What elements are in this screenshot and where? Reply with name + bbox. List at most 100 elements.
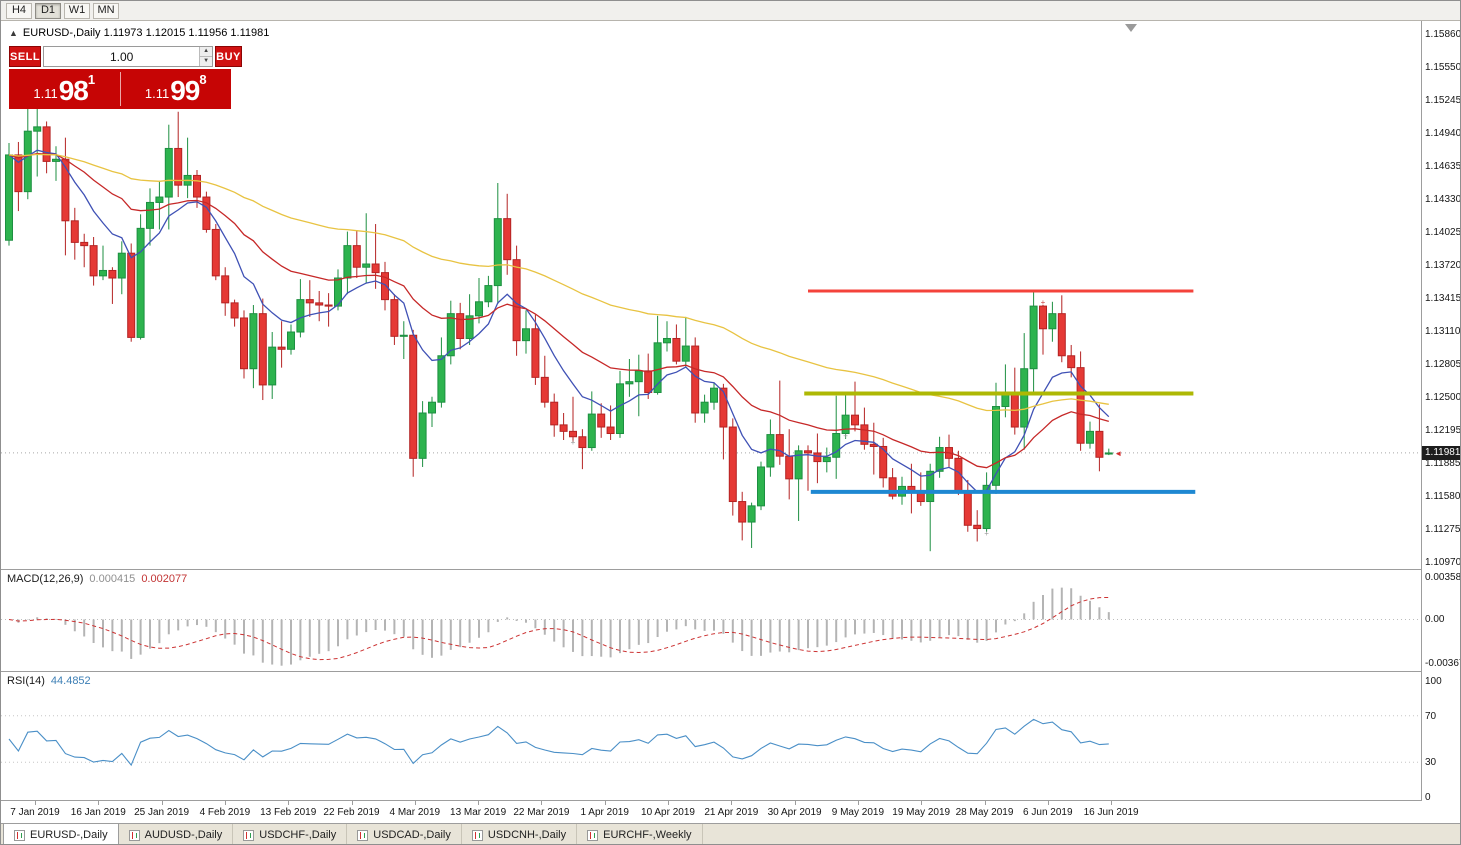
timeframe-button-d1[interactable]: D1	[35, 2, 61, 19]
chart-tab-usdchf-daily[interactable]: USDCHF-,Daily	[233, 824, 348, 844]
chart-tab-label: AUDUSD-,Daily	[144, 829, 223, 841]
rsi-pane[interactable]: RSI(14) 44.4852	[1, 672, 1422, 800]
candles-group	[5, 103, 1113, 552]
sell-price-prefix: 1.11	[33, 86, 58, 101]
date-tick-mark	[161, 801, 163, 805]
date-tick-label: 10 Apr 2019	[641, 807, 695, 818]
buy-price-display[interactable]: 1.11 99 8	[121, 69, 232, 109]
collapse-panel-arrow[interactable]: ▲	[9, 28, 18, 38]
chart-tab-eurusd-daily[interactable]: EURUSD-,Daily	[3, 823, 119, 844]
rsi-line	[8, 718, 1109, 767]
price-tick-label: 1.14025	[1425, 227, 1461, 238]
price-tick-label: 1.15550	[1425, 62, 1461, 73]
sell-button[interactable]: SELL	[9, 46, 42, 67]
buy-button[interactable]: BUY	[215, 46, 242, 67]
chart-tab-icon	[14, 829, 25, 841]
price-tick-label: 1.13720	[1425, 260, 1461, 271]
chart-tab-label: USDCHF-,Daily	[259, 829, 337, 841]
rsi-label: RSI(14) 44.4852	[7, 675, 91, 687]
date-tick-label: 19 May 2019	[892, 807, 951, 818]
chart-tab-label: EURCHF-,Weekly	[603, 829, 692, 841]
price-tick-label: 1.12805	[1425, 359, 1461, 370]
timeframe-button-mn[interactable]: MN	[93, 2, 119, 19]
price-tick-label: 1.14635	[1425, 161, 1461, 172]
price-tick-label: 1.15245	[1425, 95, 1461, 106]
date-tick-label: 21 Apr 2019	[704, 807, 759, 818]
chart-marker: +	[984, 529, 989, 538]
date-tick-mark	[1047, 801, 1049, 805]
chart-tab-usdcnh-daily[interactable]: USDCNH-,Daily	[462, 824, 578, 844]
pane-separator[interactable]	[1, 800, 1460, 801]
date-tick-mark	[794, 801, 796, 805]
rsi-tick-label: 0	[1425, 792, 1431, 803]
chart-tab-icon	[587, 829, 599, 841]
date-tick-mark	[984, 801, 986, 805]
volume-spinner: ▲ ▼	[199, 47, 213, 66]
buy-price-pipette: 8	[199, 72, 207, 87]
pane-separator[interactable]	[1, 569, 1460, 570]
chart-tab-audusd-daily[interactable]: AUDUSD-,Daily	[119, 824, 234, 844]
date-tick-label: 16 Jan 2019	[70, 807, 126, 818]
date-tick-label: 1 Apr 2019	[580, 807, 629, 818]
chart-marker: +	[843, 432, 848, 441]
macd-chart[interactable]	[1, 570, 1421, 671]
date-tick-mark	[478, 801, 480, 805]
date-tick-label: 22 Feb 2019	[323, 807, 380, 818]
macd-main-value: 0.000415	[89, 573, 136, 585]
current-price-badge: 1.11981	[1422, 445, 1460, 460]
date-tick-label: 6 Jun 2019	[1023, 807, 1073, 818]
main-chart-pane[interactable]: + + + + ◄	[1, 21, 1422, 569]
ma-fast-blue-line	[8, 149, 1110, 493]
price-tick-label: 1.13110	[1425, 326, 1461, 337]
date-tick-mark	[35, 801, 36, 805]
chart-tab-icon	[357, 829, 369, 841]
date-tick-mark	[98, 801, 100, 805]
date-tick-mark	[731, 801, 733, 805]
date-tick-label: 22 Mar 2019	[513, 807, 570, 818]
timeframe-buttons-group: H4 D1 W1 MN	[6, 2, 119, 19]
sell-price-big-digits: 98	[58, 75, 89, 106]
sell-price-display[interactable]: 1.11 98 1	[9, 69, 120, 109]
date-tick-mark	[351, 801, 353, 805]
date-axis[interactable]: 7 Jan 2019 16 Jan 2019 25 Jan 2019 4 Feb 20…	[1, 801, 1422, 823]
rsi-chart[interactable]	[1, 672, 1421, 800]
price-tick-label: 1.12195	[1425, 425, 1461, 436]
date-tick-label: 13 Mar 2019	[450, 807, 507, 818]
chart-shift-marker[interactable]	[1125, 24, 1137, 32]
chart-tab-eurchf-weekly[interactable]: EURCHF-,Weekly	[577, 824, 703, 844]
pane-separator[interactable]	[1, 671, 1460, 672]
buy-price-big-digits: 99	[170, 75, 200, 106]
rsi-tick-label: 30	[1425, 757, 1437, 769]
chart-tab-usdcad-daily[interactable]: USDCAD-,Daily	[347, 824, 462, 844]
price-divider	[119, 72, 121, 106]
price-axis[interactable]: 1.15860 1.15550 1.15245 1.14940 1.14635 1.143…	[1422, 21, 1461, 803]
chart-tab-bar: EURUSD-,Daily AUDUSD-,Daily USDCHF-,Daily U…	[1, 823, 1460, 844]
rsi-tick-label: 100	[1425, 676, 1442, 687]
timeframe-toolbar: H4 D1 W1 MN	[1, 1, 1460, 21]
price-tick-label: 1.11275	[1425, 524, 1461, 535]
volume-decrease-button[interactable]: ▼	[200, 57, 213, 66]
candlestick-chart[interactable]: + + + + ◄	[1, 21, 1421, 569]
date-tick-mark	[857, 801, 859, 805]
price-tick-label: 1.14940	[1425, 128, 1461, 139]
macd-pane[interactable]: MACD(12,26,9) 0.000415 0.002077	[1, 570, 1422, 671]
price-tick-label: 1.10970	[1425, 557, 1461, 568]
date-tick-mark	[288, 801, 290, 805]
date-tick-mark	[541, 801, 543, 805]
sell-price-pipette: 1	[87, 72, 96, 87]
volume-input[interactable]	[44, 47, 200, 66]
timeframe-button-h4[interactable]: H4	[6, 2, 32, 19]
timeframe-button-w1[interactable]: W1	[64, 2, 90, 19]
chart-tab-label: USDCAD-,Daily	[373, 829, 451, 841]
chart-tab-icon	[128, 829, 140, 841]
price-axis-border	[1421, 21, 1422, 801]
buy-price-prefix: 1.11	[144, 86, 170, 101]
rsi-tick-label: 70	[1425, 710, 1437, 722]
volume-increase-button[interactable]: ▲	[200, 47, 213, 57]
price-tick-label: 1.11885	[1425, 458, 1461, 469]
date-tick-label: 13 Feb 2019	[260, 807, 317, 818]
price-tick-label: 1.11580	[1425, 491, 1461, 502]
price-tick-label: 1.12500	[1425, 392, 1461, 403]
date-tick-mark	[921, 801, 923, 805]
